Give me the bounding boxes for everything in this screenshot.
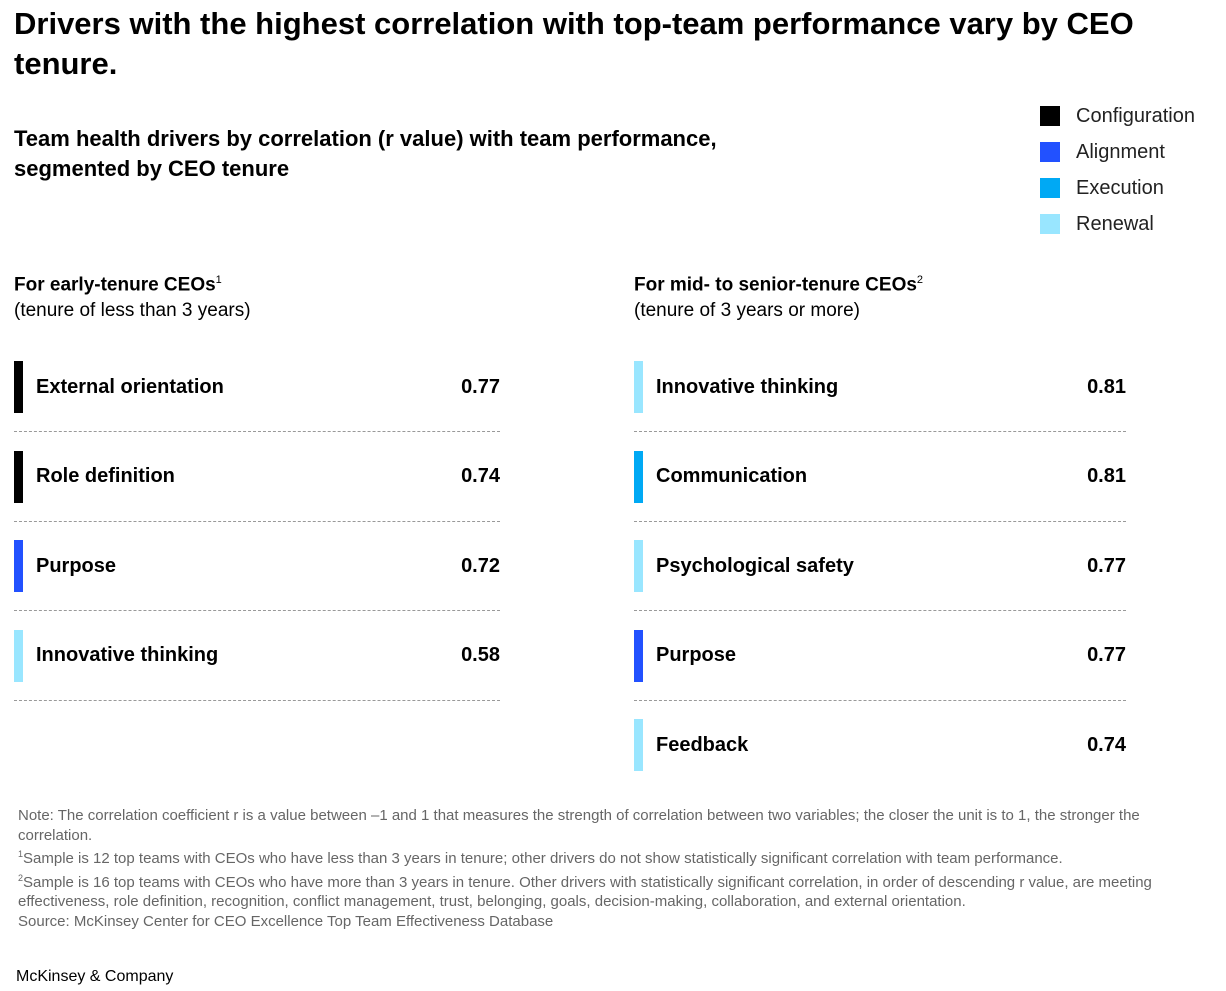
legend-label: Configuration bbox=[1076, 104, 1195, 127]
footnote-marker: 1 bbox=[18, 849, 24, 859]
table-row: Psychological safety 0.77 bbox=[634, 540, 1126, 592]
r-value: 0.74 bbox=[461, 465, 500, 487]
legend-item: Alignment bbox=[1040, 134, 1195, 170]
category-bar bbox=[634, 361, 643, 413]
footnote-marker: 1 bbox=[215, 274, 222, 286]
right-column-header: For mid- to senior-tenure CEOs2 (tenure … bbox=[634, 267, 923, 324]
note-text: Note: The correlation coefficient r is a… bbox=[18, 807, 1140, 844]
footnote-1: Sample is 12 top teams with CEOs who hav… bbox=[23, 850, 1063, 867]
driver-label: Purpose bbox=[36, 554, 117, 577]
driver-label: Communication bbox=[656, 465, 808, 487]
legend-label: Alignment bbox=[1076, 140, 1165, 163]
footnote-marker: 2 bbox=[916, 274, 924, 286]
legend-item: Execution bbox=[1040, 170, 1195, 206]
driver-label: External orientation bbox=[36, 375, 224, 398]
footnote-2: Sample is 16 top teams with CEOs who hav… bbox=[18, 873, 1152, 911]
table-row: Communication 0.81 bbox=[634, 450, 1126, 503]
footnote-marker: 2 bbox=[18, 872, 24, 883]
r-value: 0.77 bbox=[461, 375, 500, 398]
r-value: 0.72 bbox=[461, 554, 500, 577]
r-value: 0.77 bbox=[1087, 644, 1126, 666]
table-row: Role definition 0.74 bbox=[14, 450, 500, 503]
driver-label: Feedback bbox=[656, 733, 749, 756]
r-value: 0.77 bbox=[1087, 554, 1126, 577]
row-divider bbox=[634, 431, 1126, 432]
legend-swatch bbox=[1040, 178, 1060, 198]
row-divider bbox=[14, 610, 500, 611]
chart-title: Drivers with the highest correlation wit… bbox=[14, 6, 1134, 81]
row-divider bbox=[14, 520, 500, 522]
category-bar bbox=[634, 540, 643, 592]
legend-item: Renewal bbox=[1040, 206, 1195, 242]
right-column-title: For mid- to senior-tenure CEOs bbox=[634, 274, 917, 296]
category-bar bbox=[14, 361, 23, 413]
table-row: Purpose 0.77 bbox=[634, 629, 1126, 682]
notes: Note: The correlation coefficient r is a… bbox=[18, 806, 1213, 931]
right-column-subtitle: (tenure of 3 years or more) bbox=[634, 300, 860, 322]
driver-label: Psychological safety bbox=[656, 554, 854, 577]
legend-swatch bbox=[1040, 214, 1060, 234]
category-bar bbox=[634, 450, 643, 503]
legend-swatch bbox=[1040, 142, 1060, 162]
category-bar bbox=[14, 540, 23, 592]
table-row: Innovative thinking 0.81 bbox=[634, 361, 1126, 413]
row-divider bbox=[634, 610, 1126, 611]
row-divider bbox=[634, 520, 1126, 522]
table-row: Purpose 0.72 bbox=[14, 540, 500, 592]
category-bar bbox=[634, 719, 643, 771]
table-row: External orientation 0.77 bbox=[14, 361, 500, 413]
legend-label: Execution bbox=[1076, 176, 1164, 199]
r-value: 0.81 bbox=[1087, 375, 1126, 398]
brand-logo: McKinsey & Company bbox=[16, 968, 174, 985]
category-bar bbox=[634, 629, 643, 682]
row-divider bbox=[14, 431, 500, 432]
r-value: 0.74 bbox=[1087, 733, 1126, 756]
left-column-title: For early-tenure CEOs bbox=[14, 274, 216, 296]
driver-label: Innovative thinking bbox=[36, 644, 219, 666]
legend-swatch bbox=[1040, 106, 1060, 126]
driver-label: Innovative thinking bbox=[656, 375, 839, 398]
category-bar bbox=[14, 629, 23, 682]
left-column-subtitle: (tenure of less than 3 years) bbox=[14, 300, 251, 322]
r-value: 0.58 bbox=[461, 644, 500, 666]
legend-label: Renewal bbox=[1076, 212, 1154, 235]
driver-label: Role definition bbox=[36, 465, 175, 487]
driver-label: Purpose bbox=[656, 644, 737, 666]
chart-subtitle: Team health drivers by correlation (r va… bbox=[14, 126, 717, 181]
r-value: 0.81 bbox=[1087, 465, 1126, 487]
left-column-header: For early-tenure CEOs1 (tenure of less t… bbox=[14, 267, 251, 324]
row-divider bbox=[634, 699, 1126, 701]
source-text: Source: McKinsey Center for CEO Excellen… bbox=[18, 912, 554, 930]
table-row: Feedback 0.74 bbox=[634, 719, 1126, 771]
legend-item: Configuration bbox=[1040, 98, 1195, 134]
category-bar bbox=[14, 450, 23, 503]
row-divider bbox=[14, 699, 500, 701]
legend: Configuration Alignment Execution Renewal bbox=[1040, 98, 1195, 242]
table-row: Innovative thinking 0.58 bbox=[14, 629, 500, 682]
